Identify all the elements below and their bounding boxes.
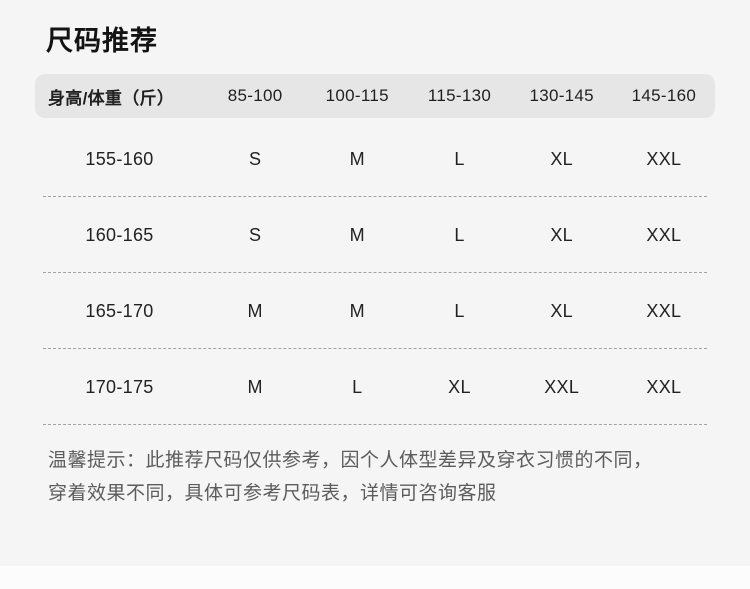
- size-cell: L: [454, 224, 465, 245]
- next-section-strip: [0, 566, 750, 589]
- size-table-row: 160-165 S M L XL XXL: [35, 197, 715, 273]
- size-table-row: 165-170 M M L XL XXL: [35, 273, 715, 349]
- size-cell: XL: [550, 300, 573, 321]
- size-cell: L: [352, 376, 363, 397]
- size-cell: L: [454, 148, 465, 169]
- size-table-header-row: 身高/体重（斤） 85-100 100-115 115-130 130-145 …: [35, 74, 715, 118]
- size-cell: M: [349, 224, 365, 245]
- size-cell: M: [349, 300, 365, 321]
- header-cell-weight-range-2: 100-115: [325, 86, 389, 105]
- size-table-row: 170-175 M L XL XXL XXL: [35, 349, 715, 425]
- row-label-height-range: 165-170: [85, 300, 154, 321]
- header-cell-weight-range-4: 130-145: [529, 86, 594, 105]
- note-line-1: 温馨提示：此推荐尺码仅供参考，因个人体型差异及穿衣习惯的不同，: [48, 450, 653, 471]
- header-cell-weight-range-3: 115-130: [427, 86, 492, 105]
- size-cell: XL: [448, 376, 471, 397]
- size-cell: XXL: [646, 300, 682, 321]
- header-cell-weight-range-1: 85-100: [227, 86, 283, 105]
- size-note: 温馨提示：此推荐尺码仅供参考，因个人体型差异及穿衣习惯的不同， 穿着效果不同，具…: [48, 444, 718, 510]
- header-cell-weight-range-5: 145-160: [631, 86, 697, 105]
- note-line-2: 穿着效果不同，具体可参考尺码表，详情可咨询客服: [48, 483, 497, 504]
- size-cell: M: [247, 376, 263, 397]
- size-cell: XXL: [646, 376, 682, 397]
- row-label-height-range: 155-160: [85, 148, 154, 169]
- header-cell-height-weight: 身高/体重（斤）: [48, 88, 175, 108]
- row-label-height-range: 170-175: [85, 376, 154, 397]
- size-table-row: 155-160 S M L XL XXL: [35, 121, 715, 197]
- size-cell: XXL: [544, 376, 580, 397]
- size-cell: M: [349, 148, 365, 169]
- size-table-body: 155-160 S M L XL XXL 160-165 S M L XL XX…: [35, 121, 715, 425]
- size-cell: XL: [550, 224, 573, 245]
- size-cell: L: [454, 300, 465, 321]
- size-cell: XXL: [646, 224, 682, 245]
- size-cell: XL: [550, 148, 573, 169]
- size-cell: M: [247, 300, 263, 321]
- size-cell: S: [248, 148, 262, 169]
- size-cell: S: [248, 224, 262, 245]
- page-title: 尺码推荐: [46, 26, 158, 56]
- size-cell: XXL: [646, 148, 682, 169]
- row-label-height-range: 160-165: [85, 224, 154, 245]
